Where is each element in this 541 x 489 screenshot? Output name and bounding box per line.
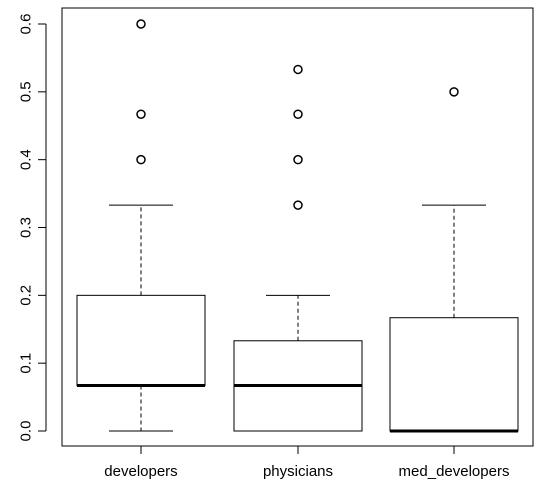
- outlier-point: [136, 109, 146, 119]
- iqr-box: [389, 317, 519, 432]
- y-tick-label: 0.5: [18, 81, 35, 102]
- outlier-point: [293, 64, 303, 75]
- box-group-med-developers: [389, 87, 519, 433]
- box-group-physicians: [233, 64, 363, 432]
- x-category-label: physicians: [263, 463, 333, 480]
- outlier-point: [449, 87, 459, 97]
- y-tick-label: 0.3: [18, 217, 35, 238]
- boxes: [76, 19, 519, 433]
- y-tick-label: 0.2: [18, 285, 35, 306]
- x-axis: developers physicians med_developers: [104, 445, 510, 480]
- iqr-box: [76, 294, 206, 387]
- y-axis: 0.0 0.1 0.2 0.3 0.4 0.5 0.6: [18, 14, 47, 442]
- box-group-developers: [76, 19, 206, 432]
- outlier-point: [136, 154, 146, 165]
- y-tick-label: 0.4: [18, 149, 35, 170]
- x-category-label: med_developers: [399, 463, 510, 480]
- outlier-point: [293, 109, 303, 119]
- x-category-label: developers: [104, 463, 177, 480]
- y-tick-label: 0.1: [18, 353, 35, 374]
- outlier-point: [136, 19, 146, 29]
- y-tick-label: 0.6: [18, 14, 35, 35]
- y-tick-label: 0.0: [18, 421, 35, 442]
- outlier-point: [293, 154, 303, 165]
- outlier-point: [293, 200, 303, 210]
